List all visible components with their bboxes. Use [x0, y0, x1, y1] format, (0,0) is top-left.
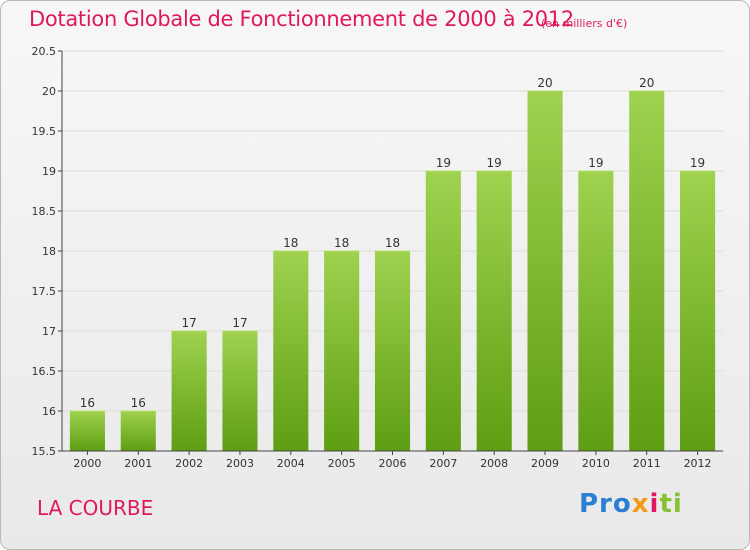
- x-tick-label: 2011: [633, 457, 661, 470]
- bars: [69, 90, 716, 451]
- bar: [222, 331, 258, 451]
- x-tick-label: 2002: [175, 457, 203, 470]
- x-tick-label: 2010: [582, 457, 610, 470]
- bar: [273, 251, 309, 451]
- bar: [476, 171, 512, 451]
- bar: [680, 171, 716, 451]
- chart-title: Dotation Globale de Fonctionnement de 20…: [29, 7, 574, 31]
- bar: [425, 171, 461, 451]
- value-label: 20: [639, 76, 654, 90]
- value-label: 18: [283, 236, 298, 250]
- x-tick-label: 2000: [73, 457, 101, 470]
- logo-part: i: [649, 489, 660, 519]
- value-label: 19: [588, 156, 603, 170]
- labels: 15.5 16 16.5 17 17.5 18 18.5 19 19.5 20 20.5 16 2000…: [32, 45, 712, 470]
- x-tick-label: 2009: [531, 457, 559, 470]
- value-label: 19: [690, 156, 705, 170]
- x-tick-label: 2007: [429, 457, 457, 470]
- bar: [374, 251, 411, 451]
- y-tick-label: 16.5: [32, 365, 57, 378]
- value-label: 16: [131, 396, 146, 410]
- x-tick-label: 2001: [124, 457, 152, 470]
- value-label: 16: [80, 396, 95, 410]
- axes: [58, 50, 723, 455]
- bar: [629, 91, 665, 451]
- x-tick-label: 2008: [480, 457, 508, 470]
- value-label: 17: [232, 316, 247, 330]
- x-tick-label: 2012: [684, 457, 712, 470]
- y-tick-label: 17: [42, 325, 56, 338]
- bar: [171, 331, 207, 451]
- x-tick-label: 2006: [379, 457, 407, 470]
- y-tick-label: 20: [42, 85, 56, 98]
- y-tick-label: 15.5: [32, 445, 57, 458]
- x-tick-label: 2004: [277, 457, 305, 470]
- bar: [578, 171, 614, 451]
- value-label: 18: [385, 236, 400, 250]
- y-tick-label: 17.5: [32, 285, 57, 298]
- value-label: 19: [487, 156, 502, 170]
- logo-part: x: [631, 489, 650, 519]
- y-tick-label: 20.5: [32, 45, 57, 58]
- x-tick-label: 2003: [226, 457, 254, 470]
- bar: [69, 411, 105, 451]
- bar: [527, 91, 563, 451]
- value-label: 18: [334, 236, 349, 250]
- y-tick-label: 19.5: [32, 125, 57, 138]
- value-label: 19: [436, 156, 451, 170]
- chart-subtitle: (en milliers d'€): [541, 17, 628, 30]
- x-tick-label: 2005: [328, 457, 356, 470]
- value-label: 20: [537, 76, 552, 90]
- proxiti-logo: Proxiti: [579, 489, 683, 519]
- commune-name: LA COURBE: [37, 496, 154, 520]
- logo-part: ti: [659, 489, 683, 519]
- logo-part: Pro: [579, 489, 632, 519]
- y-tick-label: 18.5: [32, 205, 57, 218]
- y-tick-label: 18: [42, 245, 56, 258]
- y-tick-label: 19: [42, 165, 56, 178]
- value-label: 17: [181, 316, 196, 330]
- y-tick-label: 16: [42, 405, 56, 418]
- bar: [120, 411, 156, 451]
- bar: [324, 251, 360, 451]
